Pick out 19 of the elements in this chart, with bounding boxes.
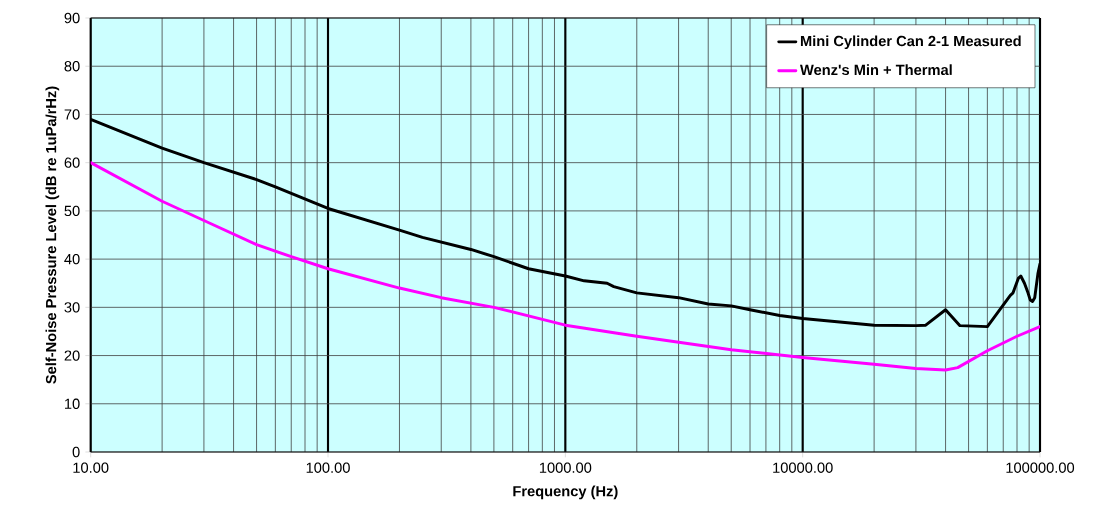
y-tick-label: 70 [64, 109, 80, 120]
x-tick-label: 100000.00 [1006, 462, 1075, 473]
y-tick-label: 40 [64, 253, 80, 265]
x-tick-label: 100.00 [306, 462, 350, 473]
y-tick-label: 10 [65, 398, 80, 409]
x-axis-title: Frequency (Hz) [513, 485, 618, 500]
y-tick-label: 0 [72, 446, 80, 458]
y-tick-label: 90 [64, 12, 80, 24]
x-tick-label: 10.00 [73, 462, 109, 473]
y-tick-label: 20 [64, 350, 80, 361]
legend-label: Mini Cylinder Can 2-1 Measured [800, 35, 1021, 50]
x-tick-label: 1000.00 [539, 462, 592, 473]
y-tick-label: 80 [64, 61, 80, 72]
y-axis-title: Self-Noise Pressure Level (dB re 1uPa/rHz) [45, 86, 60, 384]
y-tick-label: 30 [64, 302, 80, 313]
x-tick-label: 10000.00 [773, 462, 833, 473]
y-tick-label: 50 [64, 205, 80, 217]
y-tick-label: 60 [64, 157, 80, 168]
legend-label: Wenz's Min + Thermal [800, 64, 952, 76]
